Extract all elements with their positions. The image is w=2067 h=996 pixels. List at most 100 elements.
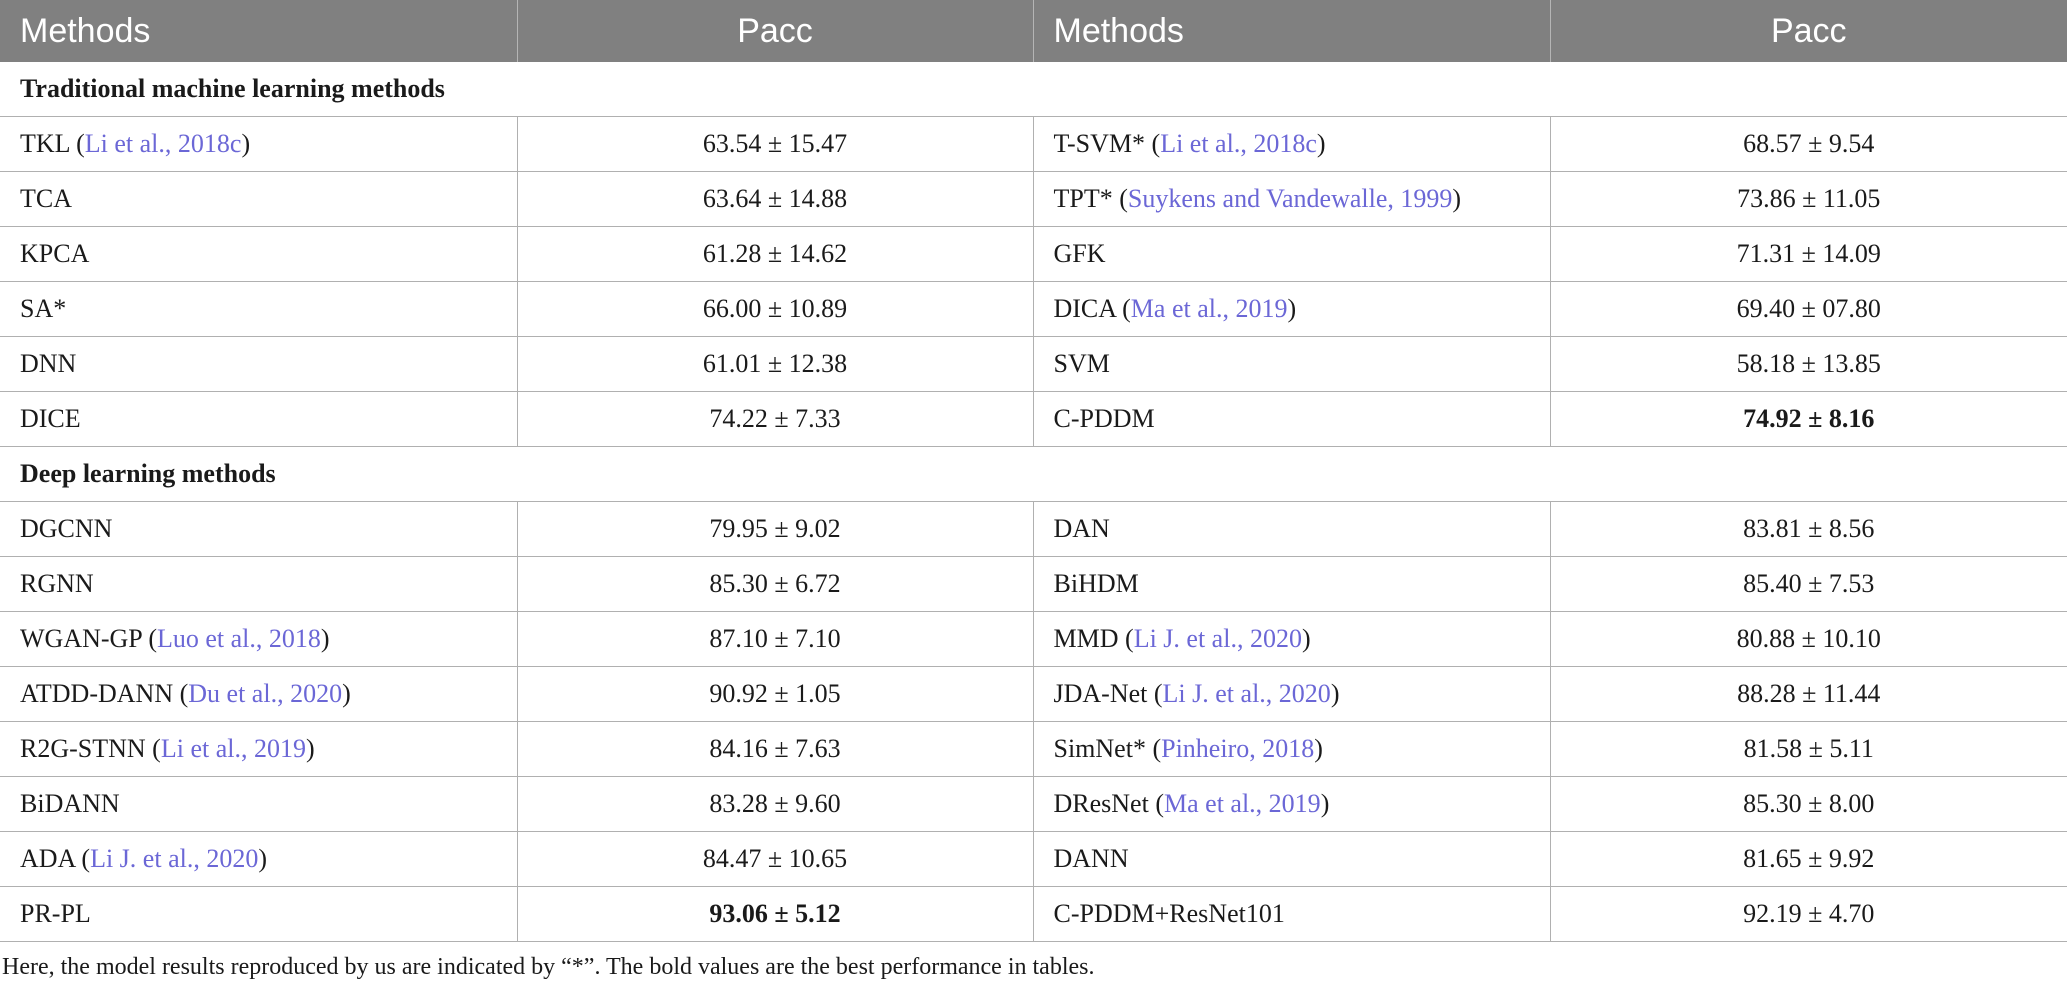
header-methods-2: Methods [1033,0,1551,62]
section-row: Deep learning methods [0,446,2067,502]
citation-link[interactable]: Du et al., 2020 [188,679,343,708]
method-cell: ATDD-DANN (Du et al., 2020) [0,666,518,722]
method-name: R2G-STNN [20,734,146,763]
pacc-value: 58.18 ± 13.85 [1550,336,2067,392]
method-name: TPT* [1053,184,1113,213]
table-row: BiDANN 83.28 ± 9.60 DResNet (Ma et al., 20… [0,776,2067,832]
section-row: Traditional machine learning methods [0,62,2067,117]
method-name: GFK [1053,239,1106,268]
header-row: Methods Pacc Methods Pacc [0,0,2067,62]
method-cell: GFK [1033,226,1551,282]
method-cell: ADA (Li J. et al., 2020) [0,831,518,887]
pacc-value: 85.30 ± 6.72 [517,556,1034,612]
method-name: ADA [20,844,75,873]
table-row: TCA 63.64 ± 14.88 TPT* (Suykens and Vandew… [0,171,2067,227]
citation-link[interactable]: Li et al., 2019 [160,734,306,763]
table-header: Methods Pacc Methods Pacc [0,0,2067,62]
method-cell: BiDANN [0,776,518,832]
table-row: ATDD-DANN (Du et al., 2020) 90.92 ± 1.05 J… [0,666,2067,722]
pacc-value: 84.16 ± 7.63 [517,721,1034,777]
method-cell: MMD (Li J. et al., 2020) [1033,611,1551,667]
pacc-value: 63.64 ± 14.88 [517,171,1034,227]
method-cell: T-SVM* (Li et al., 2018c) [1033,116,1551,172]
table-footnote: Here, the model results reproduced by us… [2,954,1095,980]
method-name: KPCA [20,239,90,268]
citation-link[interactable]: Pinheiro, 2018 [1161,734,1315,763]
pacc-value: 83.28 ± 9.60 [517,776,1034,832]
table-row: ADA (Li J. et al., 2020) 84.47 ± 10.65 DAN… [0,831,2067,887]
pacc-value: 88.28 ± 11.44 [1550,666,2067,722]
citation-link[interactable]: Li J. et al., 2020 [1162,679,1331,708]
pacc-value: 68.57 ± 9.54 [1550,116,2067,172]
table-row: DICE 74.22 ± 7.33 C-PDDM 74.92 ± 8.16 [0,391,2067,447]
pacc-value: 87.10 ± 7.10 [517,611,1034,667]
section-title: Traditional machine learning methods [0,62,2067,117]
pacc-value: 69.40 ± 07.80 [1550,281,2067,337]
method-name: T-SVM* [1053,129,1146,158]
pacc-value: 74.22 ± 7.33 [517,391,1034,447]
method-name: PR-PL [20,899,91,928]
table-row: R2G-STNN (Li et al., 2019) 84.16 ± 7.63 Si… [0,721,2067,777]
method-name: JDA-Net [1053,679,1148,708]
method-cell: DANN [1033,831,1551,887]
header-pacc-2: Pacc [1550,0,2067,62]
section-title: Deep learning methods [0,446,2067,502]
table-row: PR-PL 93.06 ± 5.12 C-PDDM+ResNet101 92.19 ±… [0,886,2067,942]
method-name: SimNet* [1053,734,1146,763]
pacc-value: 85.40 ± 7.53 [1550,556,2067,612]
pacc-value-best: 93.06 ± 5.12 [517,886,1034,942]
citation-link[interactable]: Li J. et al., 2020 [90,844,259,873]
pacc-value: 61.28 ± 14.62 [517,226,1034,282]
method-cell: TCA [0,171,518,227]
method-name: WGAN-GP [20,624,142,653]
method-cell: DAN [1033,501,1551,557]
method-cell: BiHDM [1033,556,1551,612]
table-row: DNN 61.01 ± 12.38 SVM 58.18 ± 13.85 [0,336,2067,392]
method-cell: R2G-STNN (Li et al., 2019) [0,721,518,777]
pacc-value: 81.65 ± 9.92 [1550,831,2067,887]
method-name: ATDD-DANN [20,679,174,708]
method-name: DANN [1053,844,1129,873]
method-name: DICA [1053,294,1116,323]
pacc-value-best: 74.92 ± 8.16 [1550,391,2067,447]
method-name: BiHDM [1053,569,1139,598]
citation-link[interactable]: Ma et al., 2019 [1130,294,1288,323]
table-row: DGCNN 79.95 ± 9.02 DAN 83.81 ± 8.56 [0,501,2067,557]
citation-link[interactable]: Li et al., 2018c [84,129,242,158]
citation-link[interactable]: Li J. et al., 2020 [1133,624,1302,653]
method-name: DResNet [1053,789,1149,818]
citation-link[interactable]: Suykens and Vandewalle, 1999 [1127,184,1453,213]
citation-link[interactable]: Li et al., 2018c [1160,129,1317,158]
pacc-value: 81.58 ± 5.11 [1550,721,2067,777]
method-name: SA* [20,294,67,323]
method-cell: DResNet (Ma et al., 2019) [1033,776,1551,832]
method-name: DNN [20,349,77,378]
method-cell: DICE [0,391,518,447]
citation-link[interactable]: Ma et al., 2019 [1164,789,1321,818]
table-row: SA* 66.00 ± 10.89 DICA (Ma et al., 2019) 69… [0,281,2067,337]
pacc-value: 61.01 ± 12.38 [517,336,1034,392]
pacc-value: 73.86 ± 11.05 [1550,171,2067,227]
method-cell: TKL (Li et al., 2018c) [0,116,518,172]
method-cell: KPCA [0,226,518,282]
method-cell: JDA-Net (Li J. et al., 2020) [1033,666,1551,722]
method-cell: TPT* (Suykens and Vandewalle, 1999) [1033,171,1551,227]
citation-link[interactable]: Luo et al., 2018 [156,624,321,653]
header-pacc-1: Pacc [517,0,1034,62]
pacc-value: 90.92 ± 1.05 [517,666,1034,722]
method-cell: DGCNN [0,501,518,557]
pacc-value: 66.00 ± 10.89 [517,281,1034,337]
method-name: DAN [1053,514,1110,543]
method-cell: C-PDDM+ResNet101 [1033,886,1551,942]
method-cell: SVM [1033,336,1551,392]
header-methods-1: Methods [0,0,518,62]
method-cell: PR-PL [0,886,518,942]
method-name: MMD [1053,624,1119,653]
table-row: TKL (Li et al., 2018c) 63.54 ± 15.47 T-SVM… [0,116,2067,172]
pacc-value: 83.81 ± 8.56 [1550,501,2067,557]
table-row: RGNN 85.30 ± 6.72 BiHDM 85.40 ± 7.53 [0,556,2067,612]
method-cell: DICA (Ma et al., 2019) [1033,281,1551,337]
method-name: TKL [20,129,70,158]
method-cell: WGAN-GP (Luo et al., 2018) [0,611,518,667]
